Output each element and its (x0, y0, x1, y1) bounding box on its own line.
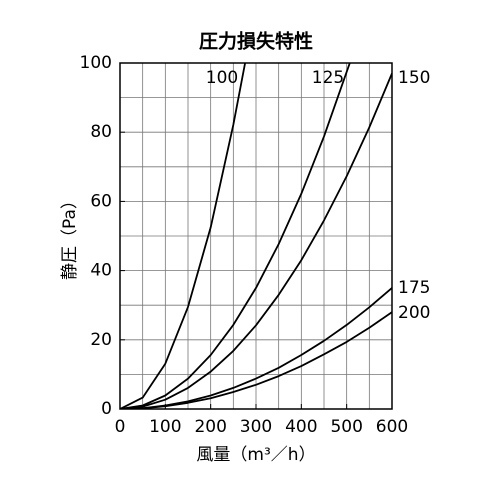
x-tick-label: 0 (115, 417, 126, 437)
y-tick-label: 100 (80, 53, 112, 73)
x-tick-label: 400 (285, 417, 317, 437)
series-label: 150 (398, 68, 430, 88)
y-tick-label: 40 (90, 261, 112, 281)
x-tick-label: 200 (194, 417, 226, 437)
series-label: 200 (398, 303, 430, 323)
series-label: 125 (312, 68, 344, 88)
x-tick-label: 500 (330, 417, 362, 437)
series-line (120, 63, 351, 409)
series-line (120, 63, 246, 409)
chart-title: 圧力損失特性 (199, 30, 313, 53)
series-label: 175 (398, 278, 430, 298)
series-label: 100 (206, 68, 238, 88)
series-line (120, 73, 392, 409)
y-axis-label: 静圧（Pa） (60, 192, 80, 280)
plot-area (120, 63, 392, 409)
x-axis-label: 風量（m³／h） (196, 445, 315, 465)
y-tick-label: 20 (90, 330, 112, 350)
x-tick-label: 600 (376, 417, 408, 437)
x-tick-label: 300 (240, 417, 272, 437)
x-tick-label: 100 (149, 417, 181, 437)
y-tick-label: 60 (90, 191, 112, 211)
y-tick-label: 80 (90, 122, 112, 142)
y-tick-label: 0 (101, 399, 112, 419)
series-line (120, 311, 392, 409)
